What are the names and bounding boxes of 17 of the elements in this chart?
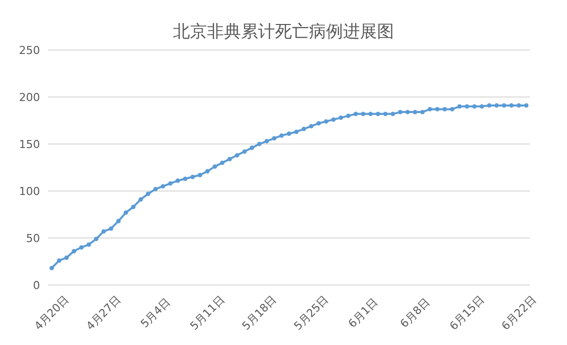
x-tick-label: 5月18日 <box>240 293 280 333</box>
y-tick-label: 100 <box>19 184 40 198</box>
x-tick-label: 5月25日 <box>291 293 332 333</box>
y-tick-label: 250 <box>19 44 40 57</box>
x-tick-label: 5月4日 <box>138 296 173 330</box>
x-tick-label: 6月15日 <box>447 293 487 333</box>
y-tick-label: 150 <box>19 138 40 151</box>
chart-title: 北京非典累计死亡病例进展图 <box>172 21 395 43</box>
x-tick-label: 4月20日 <box>32 293 72 333</box>
x-tick-label: 5月11日 <box>188 293 228 333</box>
x-tick-label: 6月22日 <box>499 293 539 333</box>
y-tick-label: 0 <box>33 278 40 292</box>
x-tick-label: 6月8日 <box>398 296 432 330</box>
y-tick-label: 200 <box>19 90 40 104</box>
x-tick-label: 4月27日 <box>84 293 124 333</box>
y-tick-label: 50 <box>26 232 40 245</box>
x-tick-label: 6月1日 <box>346 296 380 330</box>
